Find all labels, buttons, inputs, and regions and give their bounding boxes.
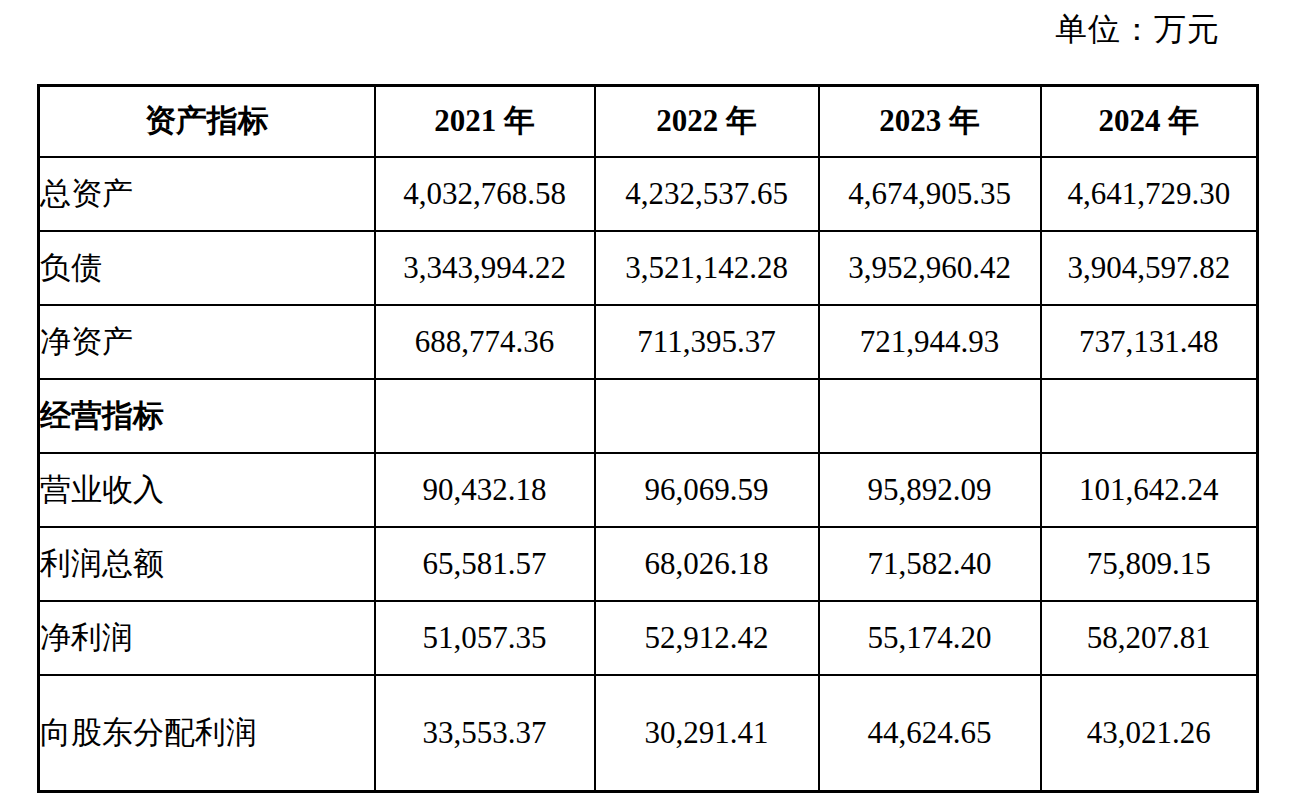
table-cell: 721,944.93 [819, 305, 1041, 379]
table-cell: 33,553.37 [375, 675, 595, 792]
row-label: 负债 [39, 231, 375, 305]
table-row-operating-revenue: 营业收入 90,432.18 96,069.59 95,892.09 101,6… [39, 453, 1258, 527]
table-cell: 4,641,729.30 [1041, 157, 1258, 231]
table-cell: 101,642.24 [1041, 453, 1258, 527]
column-header-2023: 2023 年 [819, 86, 1041, 157]
table-cell: 51,057.35 [375, 601, 595, 675]
table-row-total-assets: 总资产 4,032,768.58 4,232,537.65 4,674,905.… [39, 157, 1258, 231]
row-label: 向股东分配利润 [39, 675, 375, 792]
table-cell: 711,395.37 [595, 305, 819, 379]
row-label: 净资产 [39, 305, 375, 379]
table-cell: 65,581.57 [375, 527, 595, 601]
table-cell: 95,892.09 [819, 453, 1041, 527]
table-cell: 3,952,960.42 [819, 231, 1041, 305]
table-header-row: 资产指标 2021 年 2022 年 2023 年 2024 年 [39, 86, 1258, 157]
table-cell-empty [1041, 379, 1258, 453]
row-label: 营业收入 [39, 453, 375, 527]
table-row-net-profit: 净利润 51,057.35 52,912.42 55,174.20 58,207… [39, 601, 1258, 675]
table-cell: 737,131.48 [1041, 305, 1258, 379]
document-page: 单位：万元 资产指标 2021 年 2022 年 2023 年 2024 年 总… [0, 0, 1300, 808]
table-cell: 4,674,905.35 [819, 157, 1041, 231]
table-cell: 90,432.18 [375, 453, 595, 527]
table-cell: 55,174.20 [819, 601, 1041, 675]
table-cell-empty [375, 379, 595, 453]
table-cell-empty [819, 379, 1041, 453]
table-cell: 4,232,537.65 [595, 157, 819, 231]
table-cell: 4,032,768.58 [375, 157, 595, 231]
table-cell: 3,521,142.28 [595, 231, 819, 305]
unit-label: 单位：万元 [1055, 8, 1220, 52]
table-cell: 30,291.41 [595, 675, 819, 792]
table-cell: 3,343,994.22 [375, 231, 595, 305]
column-header-asset-indicator: 资产指标 [39, 86, 375, 157]
table-cell: 688,774.36 [375, 305, 595, 379]
column-header-2022: 2022 年 [595, 86, 819, 157]
table-cell: 68,026.18 [595, 527, 819, 601]
table-cell: 75,809.15 [1041, 527, 1258, 601]
table-row-net-assets: 净资产 688,774.36 711,395.37 721,944.93 737… [39, 305, 1258, 379]
table-cell-empty [595, 379, 819, 453]
table-row-section-operating-indicators: 经营指标 [39, 379, 1258, 453]
table-row-liabilities: 负债 3,343,994.22 3,521,142.28 3,952,960.4… [39, 231, 1258, 305]
row-label: 总资产 [39, 157, 375, 231]
financial-metrics-table: 资产指标 2021 年 2022 年 2023 年 2024 年 总资产 4,0… [37, 84, 1259, 793]
table-cell: 44,624.65 [819, 675, 1041, 792]
section-header-label: 经营指标 [39, 379, 375, 453]
table-cell: 43,021.26 [1041, 675, 1258, 792]
row-label: 利润总额 [39, 527, 375, 601]
table-row-profit-distributed-to-shareholders: 向股东分配利润 33,553.37 30,291.41 44,624.65 43… [39, 675, 1258, 792]
table-cell: 52,912.42 [595, 601, 819, 675]
table-cell: 3,904,597.82 [1041, 231, 1258, 305]
row-label: 净利润 [39, 601, 375, 675]
table-cell: 58,207.81 [1041, 601, 1258, 675]
column-header-2024: 2024 年 [1041, 86, 1258, 157]
column-header-2021: 2021 年 [375, 86, 595, 157]
table-cell: 96,069.59 [595, 453, 819, 527]
table-cell: 71,582.40 [819, 527, 1041, 601]
table-row-total-profit: 利润总额 65,581.57 68,026.18 71,582.40 75,80… [39, 527, 1258, 601]
